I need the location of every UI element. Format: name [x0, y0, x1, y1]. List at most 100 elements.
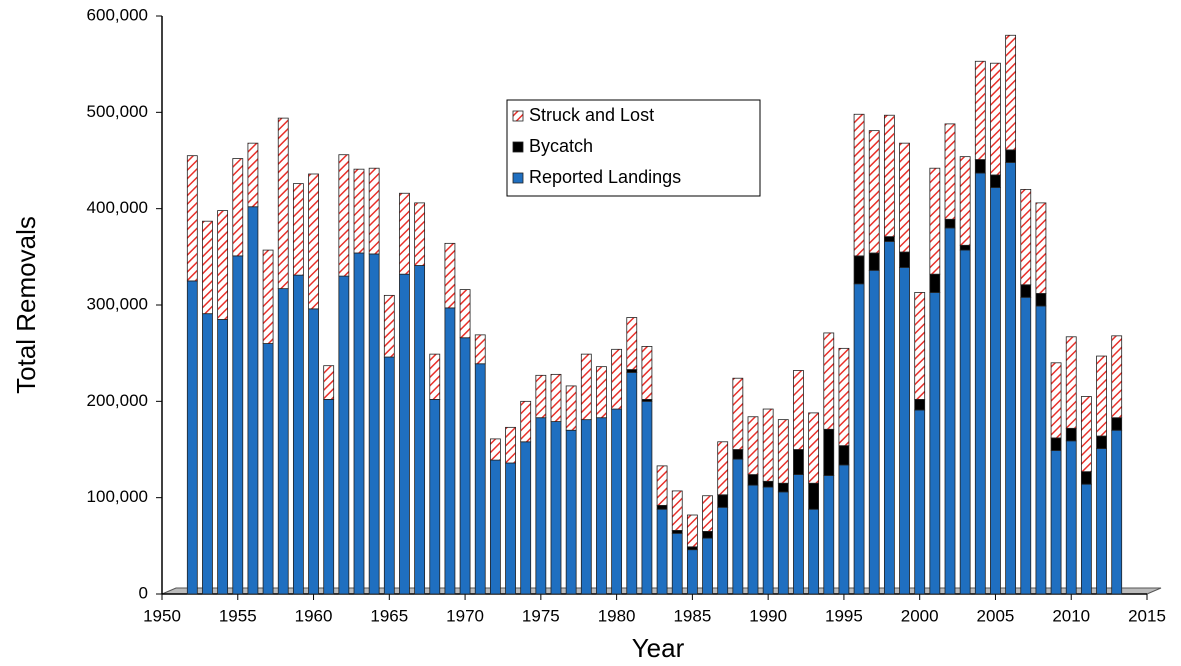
bar-segment [217, 210, 229, 320]
bar-segment [641, 346, 653, 400]
bar-segment [974, 159, 986, 174]
legend-label: Reported Landings [529, 167, 681, 187]
legend-label: Bycatch [529, 136, 593, 156]
x-tick-label: 2005 [977, 606, 1015, 625]
bar-segment [277, 288, 289, 595]
bar-segment [1050, 450, 1062, 595]
y-tick-label: 600,000 [87, 5, 148, 24]
bar-segment [974, 60, 986, 160]
bar-segment [1020, 284, 1032, 298]
bar-segment [474, 363, 486, 595]
legend-swatch [512, 141, 524, 153]
bar-segment [1065, 336, 1077, 429]
y-tick-label: 0 [139, 583, 148, 602]
bar-segment [883, 114, 895, 238]
bar-segment [944, 227, 956, 595]
bar-segment [717, 494, 729, 508]
x-tick-label: 1955 [219, 606, 257, 625]
bar-segment [656, 465, 668, 506]
bar-segment [338, 154, 350, 277]
x-tick-label: 2010 [1052, 606, 1090, 625]
bar-segment [686, 549, 698, 595]
bar-segment [671, 532, 683, 595]
bar-segment [868, 269, 880, 595]
bar-segment [247, 206, 259, 595]
bar-segment [702, 537, 713, 595]
x-tick-label: 1965 [370, 606, 408, 625]
bar-segment [883, 236, 895, 242]
bar-segment [929, 167, 941, 275]
bar-segment [353, 252, 365, 595]
bar-segment [641, 400, 653, 595]
bar-segment [247, 142, 259, 208]
y-tick-label: 500,000 [87, 102, 148, 121]
legend-label: Struck and Lost [529, 105, 654, 125]
bar-segment [505, 462, 516, 595]
bar-segment [383, 356, 395, 595]
y-tick-label: 300,000 [87, 294, 148, 313]
bar-segment [1065, 440, 1077, 595]
bar-segment [459, 337, 471, 595]
x-tick-label: 1975 [522, 606, 560, 625]
bar-segment [747, 474, 759, 486]
bar-segment [1111, 429, 1123, 595]
bar-segment [459, 289, 471, 339]
bar-segment [202, 220, 213, 315]
bar-segment [762, 408, 774, 482]
bar-segment [944, 123, 956, 220]
bar-segment [959, 244, 971, 251]
bar-segment [292, 274, 304, 595]
bar-segment [399, 192, 410, 275]
bar-segment [535, 417, 547, 595]
bar-segment [853, 255, 865, 285]
bar-segment [308, 173, 319, 310]
bar-segment [626, 369, 638, 373]
bar-segment [1080, 483, 1092, 595]
bar-segment [550, 421, 562, 595]
bar-segment [777, 491, 789, 595]
bar-segment [823, 332, 835, 430]
bar-segment [1096, 435, 1107, 449]
bar-segment [899, 251, 910, 268]
x-axis-title: Year [632, 633, 685, 663]
bar-segment [823, 428, 835, 476]
bar-segment [990, 62, 1001, 176]
bar-segment [626, 372, 638, 595]
bar-segment [656, 504, 668, 510]
x-tick-label: 1985 [673, 606, 711, 625]
bar-segment [1080, 471, 1092, 485]
bar-segment [232, 158, 244, 257]
bar-segment [611, 408, 623, 595]
bar-segment [808, 482, 820, 510]
x-tick-label: 1960 [295, 606, 333, 625]
bar-segment [202, 313, 213, 595]
bar-segment [671, 530, 683, 534]
bar-segment [1035, 305, 1047, 595]
bar-segment [414, 265, 426, 595]
bar-segment [762, 486, 774, 595]
bar-segment [702, 530, 713, 539]
bar-segment [717, 441, 729, 496]
bar-segment [232, 255, 244, 595]
bar-segment [565, 429, 577, 595]
x-tick-label: 1980 [598, 606, 636, 625]
bar-segment [580, 419, 592, 595]
bar-segment [277, 117, 289, 290]
bar-segment [368, 253, 380, 595]
bar-segment [520, 400, 532, 443]
bar-segment [732, 458, 744, 595]
bar-segment [944, 218, 956, 229]
bar-segment [702, 495, 713, 532]
bar-segment [489, 459, 501, 595]
bar-segment [990, 187, 1001, 595]
bar-segment [823, 475, 835, 595]
bar-segment [611, 348, 623, 410]
bar-segment [444, 307, 456, 595]
bar-segment [777, 482, 789, 493]
bar-segment [959, 249, 971, 595]
bar-segment [747, 416, 759, 475]
bar-segment [262, 249, 274, 344]
bar-segment [429, 399, 441, 595]
bar-segment [793, 449, 804, 475]
bar-segment [838, 464, 850, 595]
